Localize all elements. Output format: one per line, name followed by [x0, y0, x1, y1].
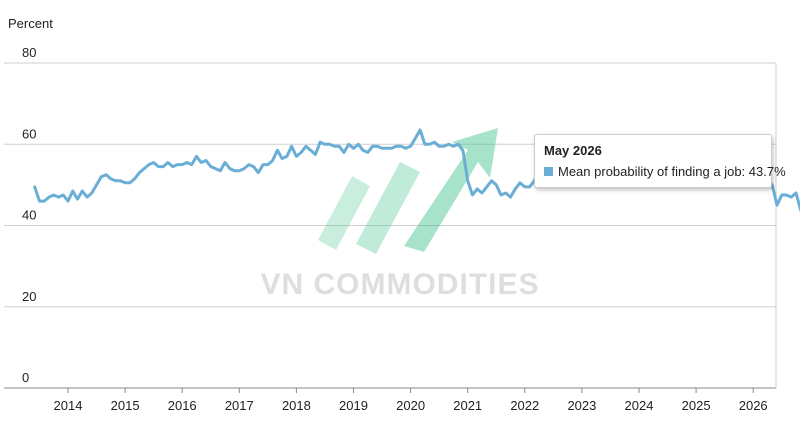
x-tick-label: 2021	[453, 398, 482, 413]
gridlines	[4, 62, 777, 389]
watermark-stroke-1	[318, 176, 370, 250]
x-tick-label: 2019	[339, 398, 368, 413]
y-tick-label: 80	[22, 45, 36, 60]
y-axis-label: Percent	[8, 16, 53, 31]
x-tick-label: 2015	[111, 398, 140, 413]
tooltip-row: Mean probability of finding a job: 43.7%	[544, 163, 786, 181]
y-tick-label: 0	[22, 370, 29, 385]
watermark-logo	[318, 128, 498, 254]
x-tick-label: 2022	[510, 398, 539, 413]
x-tick-label: 2026	[739, 398, 768, 413]
tooltip-label: Mean probability of finding a job: 43.7%	[558, 164, 786, 179]
series-swatch	[544, 167, 553, 176]
y-tick-label: 20	[22, 289, 36, 304]
x-axis-ticks: 2014 2015 2016 2017 2018 2019 2020 2021 2022 2023…	[54, 388, 768, 413]
y-axis-ticks: 0 20 40 60 80	[22, 45, 36, 385]
x-tick-label: 2020	[396, 398, 425, 413]
watermark-stroke-2	[356, 162, 420, 254]
watermark-text: VN COMMODITIES	[260, 268, 539, 301]
x-tick-label: 2017	[225, 398, 254, 413]
tooltip-title: May 2026	[544, 143, 602, 158]
x-tick-label: 2023	[567, 398, 596, 413]
x-tick-label: 2014	[54, 398, 83, 413]
x-tick-label: 2024	[625, 398, 654, 413]
y-tick-label: 40	[22, 208, 36, 223]
y-tick-label: 60	[22, 126, 36, 141]
x-tick-label: 2018	[282, 398, 311, 413]
x-tick-label: 2016	[168, 398, 197, 413]
chart-tooltip: May 2026 Mean probability of finding a j…	[534, 134, 786, 188]
x-tick-label: 2025	[682, 398, 711, 413]
watermark-arrow	[404, 128, 498, 252]
